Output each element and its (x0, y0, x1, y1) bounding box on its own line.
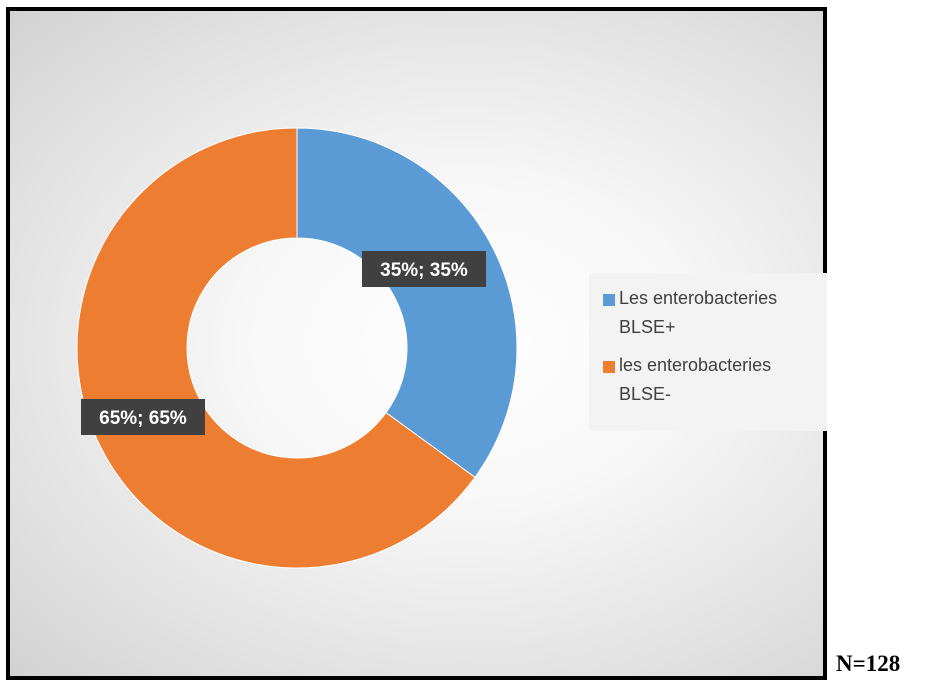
donut-slice-blse-negative (76, 127, 476, 569)
chart-frame: 35%; 35% 65%; 65% Les enterobacteries BLS… (6, 7, 827, 680)
legend-item-blse-positive: Les enterobacteries BLSE+ (603, 288, 827, 342)
data-label-text-blse-positive: 35%; 35% (380, 260, 468, 281)
data-label-blse-positive: 35%; 35% (362, 251, 486, 287)
data-label-blse-negative: 65%; 65% (81, 399, 205, 435)
legend: Les enterobacteries BLSE+ les enterobact… (589, 273, 827, 431)
donut-chart: 35%; 35% 65%; 65% (76, 127, 518, 569)
legend-swatch-blse-negative (603, 361, 615, 373)
data-label-box-blse-positive (362, 251, 486, 287)
legend-swatch-blse-positive (603, 294, 615, 306)
donut-slice-blse-positive (296, 127, 518, 479)
legend-label-blse-negative: les enterobacteries BLSE- (619, 355, 772, 404)
sample-size-label: N=128 (836, 651, 901, 676)
data-label-text-blse-negative: 65%; 65% (99, 408, 187, 429)
data-label-box-blse-negative (81, 399, 205, 435)
legend-item-blse-negative: les enterobacteries BLSE- (603, 355, 827, 409)
legend-label-blse-positive: Les enterobacteries BLSE+ (619, 288, 778, 337)
